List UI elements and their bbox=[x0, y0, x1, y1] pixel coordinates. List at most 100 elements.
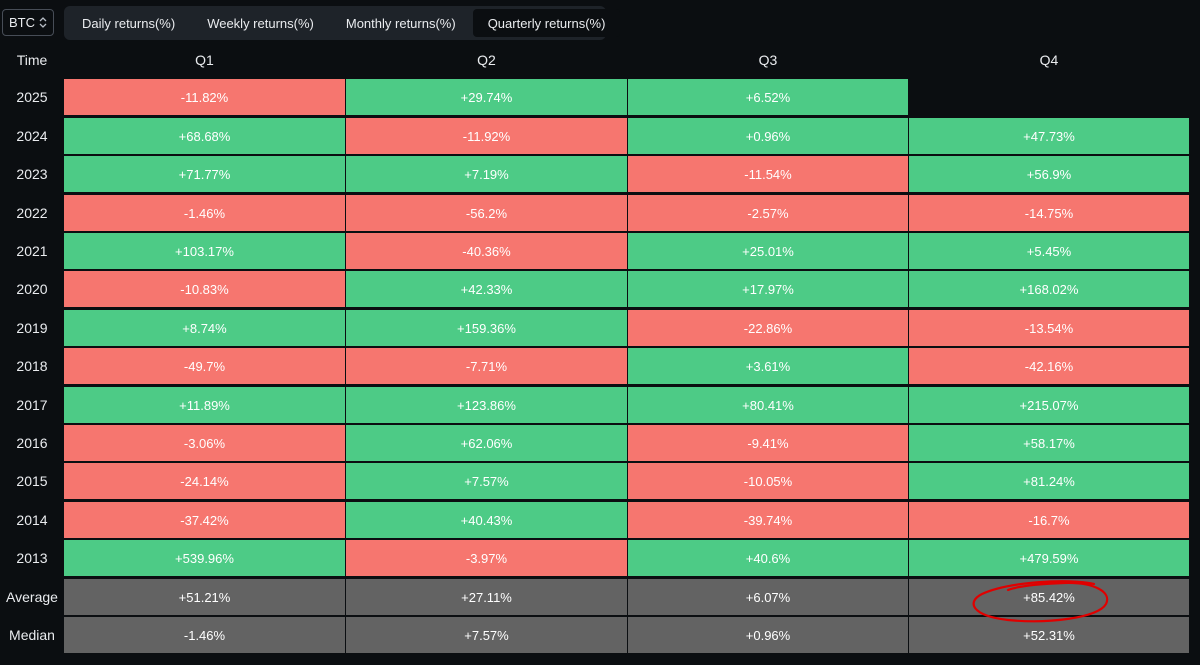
asset-selector-value: BTC bbox=[9, 15, 35, 30]
return-cell: +17.97% bbox=[628, 271, 908, 307]
return-cell: -1.46% bbox=[64, 617, 345, 653]
return-cell: +6.07% bbox=[628, 579, 908, 615]
return-cell: +52.31% bbox=[909, 617, 1189, 653]
year-row: 2016 -3.06% +62.06% -9.41% +58.17% bbox=[0, 425, 1200, 461]
year-row: 2023 +71.77% +7.19% -11.54% +56.9% bbox=[0, 156, 1200, 192]
row-label: 2023 bbox=[16, 166, 48, 182]
row-label: 2013 bbox=[16, 550, 48, 566]
summary-row: Average +51.21% +27.11% +6.07% +85.42% bbox=[0, 579, 1200, 615]
return-cell: +11.89% bbox=[64, 387, 345, 423]
return-cell: +85.42% bbox=[909, 579, 1189, 615]
return-cell: -9.41% bbox=[628, 425, 908, 461]
return-cell: -2.57% bbox=[628, 195, 908, 231]
return-cell: -24.14% bbox=[64, 463, 345, 499]
quarter-column-header: Q3 bbox=[758, 52, 778, 68]
row-label: 2016 bbox=[16, 435, 48, 451]
row-label: 2017 bbox=[16, 397, 48, 413]
return-cell: -11.82% bbox=[64, 79, 345, 115]
return-cell: +51.21% bbox=[64, 579, 345, 615]
return-cell: +0.96% bbox=[628, 118, 908, 154]
row-label: Median bbox=[9, 627, 55, 643]
year-row: 2021 +103.17% -40.36% +25.01% +5.45% bbox=[0, 233, 1200, 269]
return-cell: -42.16% bbox=[909, 348, 1189, 384]
return-cell: +62.06% bbox=[346, 425, 627, 461]
tab-daily-returns[interactable]: Daily returns(%) bbox=[82, 15, 176, 31]
return-cell: -14.75% bbox=[909, 195, 1189, 231]
return-cell: -22.86% bbox=[628, 310, 908, 346]
return-cell: -1.46% bbox=[64, 195, 345, 231]
year-row: 2015 -24.14% +7.57% -10.05% +81.24% bbox=[0, 463, 1200, 499]
tab-weekly-returns[interactable]: Weekly returns(%) bbox=[207, 15, 314, 31]
return-cell: +29.74% bbox=[346, 79, 627, 115]
time-column-header: Time bbox=[16, 52, 48, 68]
return-cell: +56.9% bbox=[909, 156, 1189, 192]
return-cell: -40.36% bbox=[346, 233, 627, 269]
return-cell: -37.42% bbox=[64, 502, 345, 538]
return-cell: +40.6% bbox=[628, 540, 908, 576]
return-cell: -11.92% bbox=[346, 118, 627, 154]
return-cell: -16.7% bbox=[909, 502, 1189, 538]
return-cell: +42.33% bbox=[346, 271, 627, 307]
return-cell: +7.19% bbox=[346, 156, 627, 192]
return-cell: +81.24% bbox=[909, 463, 1189, 499]
row-label: Average bbox=[6, 589, 58, 605]
return-cell: +168.02% bbox=[909, 271, 1189, 307]
quarter-column-header: Q4 bbox=[1039, 52, 1059, 68]
return-cell: +25.01% bbox=[628, 233, 908, 269]
return-cell: +479.59% bbox=[909, 540, 1189, 576]
return-cell: -7.71% bbox=[346, 348, 627, 384]
year-row: 2020 -10.83% +42.33% +17.97% +168.02% bbox=[0, 271, 1200, 307]
summary-row: Median -1.46% +7.57% +0.96% +52.31% bbox=[0, 617, 1200, 653]
return-cell: +27.11% bbox=[346, 579, 627, 615]
year-row: 2019 +8.74% +159.36% -22.86% -13.54% bbox=[0, 310, 1200, 346]
row-label: 2025 bbox=[16, 89, 48, 105]
return-cell: +539.96% bbox=[64, 540, 345, 576]
return-cell: +71.77% bbox=[64, 156, 345, 192]
year-row: 2018 -49.7% -7.71% +3.61% -42.16% bbox=[0, 348, 1200, 384]
row-label: 2019 bbox=[16, 320, 48, 336]
return-cell: +7.57% bbox=[346, 463, 627, 499]
return-cell: +6.52% bbox=[628, 79, 908, 115]
year-row: 2024 +68.68% -11.92% +0.96% +47.73% bbox=[0, 118, 1200, 154]
return-cell: -13.54% bbox=[909, 310, 1189, 346]
return-cell: +215.07% bbox=[909, 387, 1189, 423]
toolbar: BTC Daily returns(%) Weekly returns(%) M… bbox=[0, 0, 1200, 44]
year-row: 2025 -11.82% +29.74% +6.52% bbox=[0, 79, 1200, 115]
row-label: 2021 bbox=[16, 243, 48, 259]
return-cell: -10.05% bbox=[628, 463, 908, 499]
returns-period-tabs: Daily returns(%) Weekly returns(%) Month… bbox=[64, 6, 621, 40]
return-cell: +80.41% bbox=[628, 387, 908, 423]
return-cell: +7.57% bbox=[346, 617, 627, 653]
return-cell: +8.74% bbox=[64, 310, 345, 346]
tab-monthly-returns[interactable]: Monthly returns(%) bbox=[345, 15, 456, 31]
chevron-up-down-icon bbox=[39, 17, 47, 28]
return-cell: +47.73% bbox=[909, 118, 1189, 154]
return-cell: -39.74% bbox=[628, 502, 908, 538]
return-cell: +58.17% bbox=[909, 425, 1189, 461]
return-cell: -3.06% bbox=[64, 425, 345, 461]
row-label: 2018 bbox=[16, 358, 48, 374]
tab-quarterly-returns[interactable]: Quarterly returns(%) bbox=[472, 9, 621, 37]
return-cell: +159.36% bbox=[346, 310, 627, 346]
year-row: 2022 -1.46% -56.2% -2.57% -14.75% bbox=[0, 195, 1200, 231]
row-label: 2015 bbox=[16, 473, 48, 489]
row-label: 2024 bbox=[16, 128, 48, 144]
return-cell: -10.83% bbox=[64, 271, 345, 307]
quarter-column-header: Q2 bbox=[477, 52, 496, 68]
return-cell: -11.54% bbox=[628, 156, 908, 192]
quarter-column-header: Q1 bbox=[195, 52, 214, 68]
return-cell: +40.43% bbox=[346, 502, 627, 538]
return-cell: -3.97% bbox=[346, 540, 627, 576]
return-cell: +0.96% bbox=[628, 617, 908, 653]
row-label: 2014 bbox=[16, 512, 48, 528]
table-header-row: Time Q1 Q2 Q3 Q4 bbox=[0, 42, 1200, 78]
row-label: 2022 bbox=[16, 205, 48, 221]
return-cell: +103.17% bbox=[64, 233, 345, 269]
return-cell: -49.7% bbox=[64, 348, 345, 384]
year-row: 2013 +539.96% -3.97% +40.6% +479.59% bbox=[0, 540, 1200, 576]
empty-return-cell bbox=[909, 79, 1189, 115]
row-label: 2020 bbox=[16, 281, 48, 297]
asset-selector[interactable]: BTC bbox=[2, 9, 54, 36]
year-row: 2017 +11.89% +123.86% +80.41% +215.07% bbox=[0, 387, 1200, 423]
